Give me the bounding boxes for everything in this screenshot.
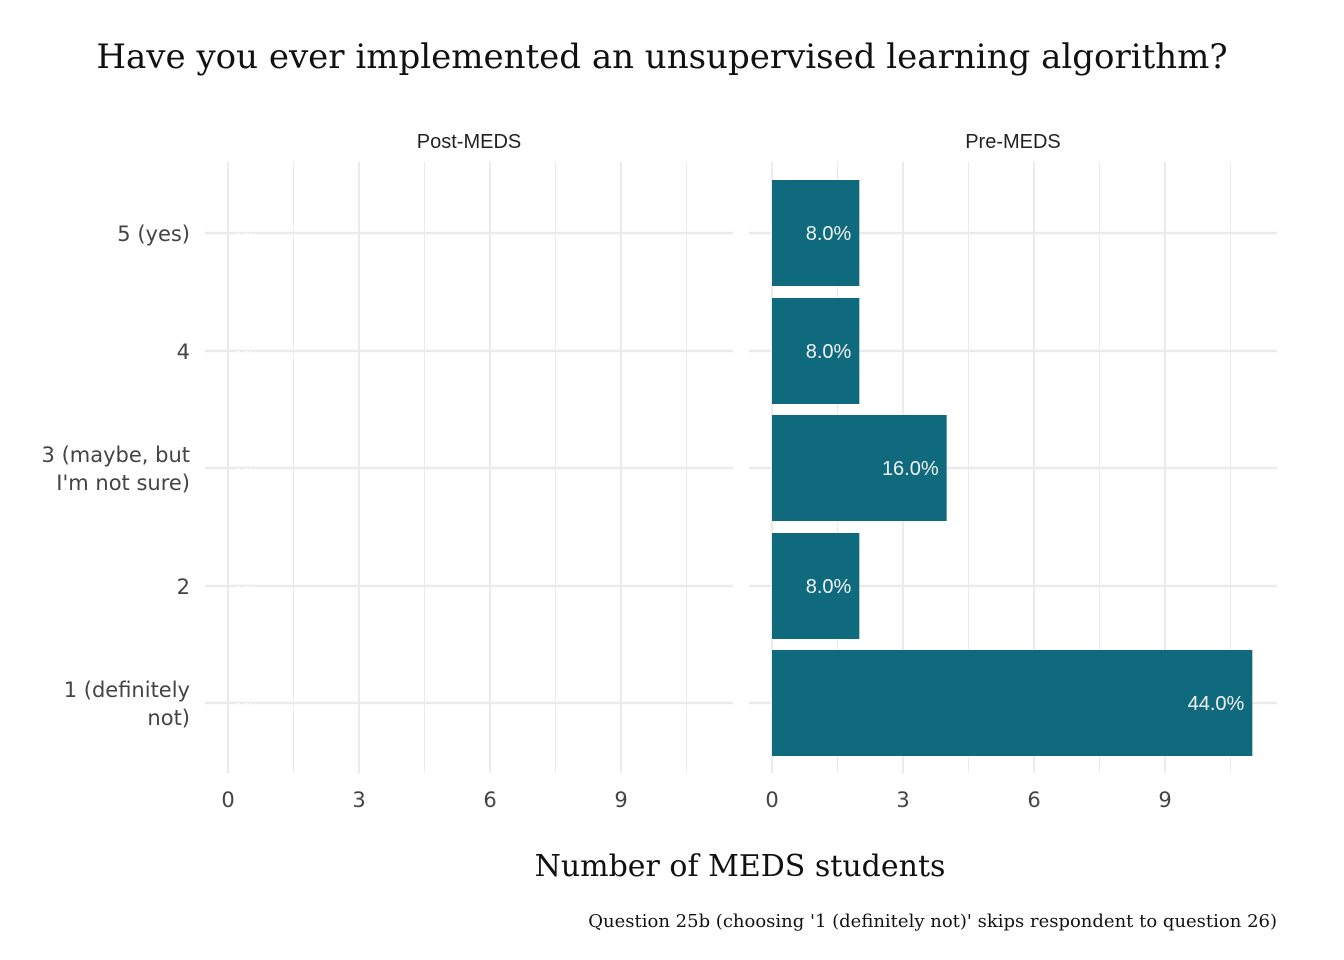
bar — [772, 533, 860, 639]
x-tick-label: 0 — [765, 788, 778, 812]
chart-title: Have you ever implemented an unsupervise… — [96, 37, 1227, 77]
x-axis-label: Number of MEDS students — [535, 849, 946, 884]
bar — [772, 298, 860, 404]
data-label: 8.0% — [806, 223, 852, 245]
data-label: 0.0% — [235, 702, 258, 713]
caption: Question 25b (choosing '1 (definitely no… — [588, 911, 1277, 932]
x-tick-label: 3 — [352, 788, 365, 812]
bar — [772, 180, 860, 286]
data-label: 0.0% — [235, 585, 258, 596]
x-tick-label: 9 — [614, 788, 627, 812]
data-label: 0.0% — [235, 467, 258, 478]
x-tick-label: 6 — [483, 788, 496, 812]
data-label: 0.0% — [235, 350, 258, 361]
data-label: 16.0% — [882, 458, 939, 480]
data-label: 8.0% — [806, 341, 852, 363]
x-tick-label: 6 — [1027, 788, 1040, 812]
y-tick-label: I'm not sure) — [56, 471, 190, 495]
x-tick-label: 3 — [896, 788, 909, 812]
panel-strip-label: Pre-MEDS — [965, 131, 1061, 153]
bar — [772, 415, 947, 521]
data-label: 8.0% — [806, 576, 852, 598]
y-tick-label: 4 — [177, 340, 190, 364]
x-tick-label: 9 — [1158, 788, 1171, 812]
y-tick-label: 3 (maybe, but — [42, 443, 190, 467]
data-label: 0.0% — [235, 232, 258, 243]
panel-strip-label: Post-MEDS — [417, 131, 521, 153]
x-tick-label: 0 — [221, 788, 234, 812]
bar — [772, 650, 1253, 756]
data-label: 44.0% — [1188, 693, 1245, 715]
y-tick-label: 2 — [177, 575, 190, 599]
y-tick-label: not) — [147, 706, 190, 730]
y-tick-label: 1 (definitely — [64, 678, 190, 702]
y-tick-label: 5 (yes) — [117, 222, 190, 246]
